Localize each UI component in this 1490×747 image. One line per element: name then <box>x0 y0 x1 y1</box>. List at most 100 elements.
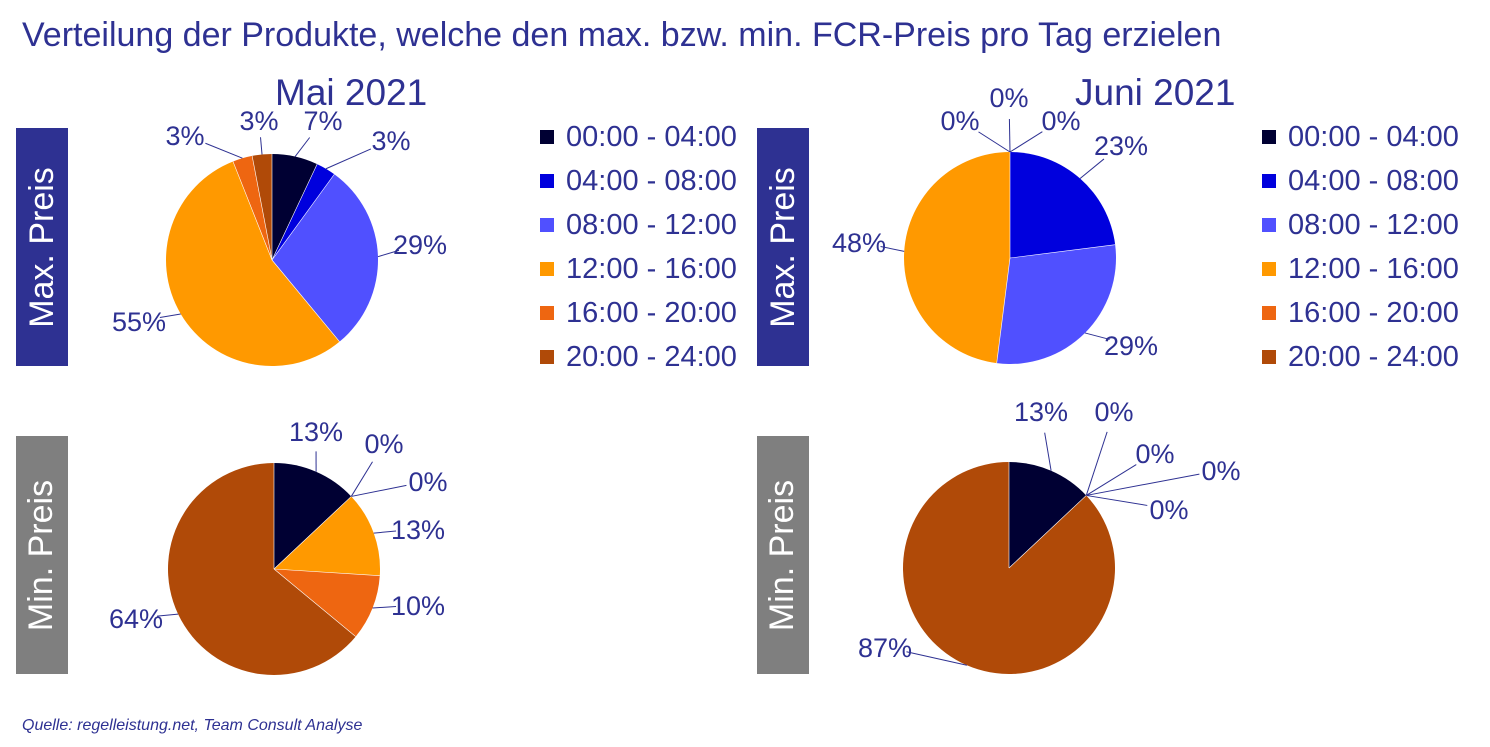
leader-line <box>880 245 905 252</box>
legend-label: 12:00 - 16:00 <box>566 252 737 285</box>
legend-label: 08:00 - 12:00 <box>1288 208 1459 241</box>
leader-line <box>260 137 263 155</box>
legend-label: 16:00 - 20:00 <box>566 296 737 329</box>
legend-swatch <box>540 130 554 144</box>
legend-item: 00:00 - 04:00 <box>1262 115 1459 159</box>
source-note: Quelle: regelleistung.net, Team Consult … <box>22 717 363 734</box>
legend-item: 00:00 - 04:00 <box>540 115 737 159</box>
data-label: 3% <box>239 106 278 136</box>
leader-line <box>294 137 311 157</box>
data-label: 48% <box>832 228 886 258</box>
leader-line <box>372 605 397 609</box>
legend-label: 04:00 - 08:00 <box>566 164 737 197</box>
pie-slice <box>1009 462 1087 568</box>
legend-item: 08:00 - 12:00 <box>1262 203 1459 247</box>
legend-label: 16:00 - 20:00 <box>1288 296 1459 329</box>
legend-item: 16:00 - 20:00 <box>540 291 737 335</box>
legend-label: 08:00 - 12:00 <box>566 208 737 241</box>
legend-item: 20:00 - 24:00 <box>540 335 737 379</box>
legend-swatch <box>1262 218 1276 232</box>
legend-label: 12:00 - 16:00 <box>1288 252 1459 285</box>
data-label: 0% <box>1201 456 1240 486</box>
row-label-min-juni: Min. Preis <box>757 436 809 674</box>
pie-slice <box>232 155 272 260</box>
data-label: 0% <box>940 106 979 136</box>
pie-slice <box>166 161 340 366</box>
slice-separator <box>273 568 356 637</box>
leader-line <box>1085 431 1108 496</box>
data-label: 0% <box>1149 495 1188 525</box>
legend-swatch <box>540 218 554 232</box>
leader-line <box>1079 158 1105 179</box>
data-label: 7% <box>303 106 342 136</box>
legend-item: 16:00 - 20:00 <box>1262 291 1459 335</box>
row-label-max-mai: Max. Preis <box>16 128 68 366</box>
legend-swatch <box>540 174 554 188</box>
slice-separator <box>271 259 340 342</box>
pie-slice <box>167 463 356 676</box>
pie-slice <box>272 164 335 260</box>
row-label-max-juni: Max. Preis <box>757 128 809 366</box>
pie-slice <box>272 174 379 342</box>
leader-line <box>1086 464 1137 496</box>
leader-line <box>159 313 181 318</box>
data-label: 0% <box>364 429 403 459</box>
leader-line <box>350 461 373 497</box>
legend-swatch <box>1262 130 1276 144</box>
row-label-min-mai: Min. Preis <box>16 436 68 674</box>
leader-line <box>205 142 243 159</box>
month-title-mai: Mai 2021 <box>275 72 428 113</box>
pie-slice <box>996 244 1117 364</box>
pie-slice <box>1010 152 1116 258</box>
slice-separator <box>1009 244 1116 259</box>
slice-separator <box>273 568 380 576</box>
data-label: 64% <box>109 604 163 634</box>
leader-line <box>1044 432 1052 471</box>
legend-swatch <box>1262 350 1276 364</box>
legend-item: 20:00 - 24:00 <box>1262 335 1459 379</box>
legend-item: 12:00 - 16:00 <box>1262 247 1459 291</box>
legend-item: 04:00 - 08:00 <box>540 159 737 203</box>
slice-separator <box>271 174 335 261</box>
legend-swatch <box>540 306 554 320</box>
legend-item: 12:00 - 16:00 <box>540 247 737 291</box>
leader-line <box>1009 131 1043 153</box>
data-label: 0% <box>989 83 1028 113</box>
legend-swatch <box>1262 262 1276 276</box>
leader-line <box>1084 332 1110 340</box>
legend-swatch <box>540 350 554 364</box>
data-label: 3% <box>165 121 204 151</box>
slice-separator <box>1008 495 1087 569</box>
data-label: 13% <box>391 515 445 545</box>
month-title-juni: Juni 2021 <box>1075 72 1236 113</box>
pie-slice <box>272 154 318 260</box>
leader-line <box>906 651 968 666</box>
data-label: 23% <box>1094 131 1148 161</box>
slice-separator <box>232 161 273 261</box>
leader-line <box>156 613 179 617</box>
legend-swatch <box>1262 306 1276 320</box>
slice-separator <box>271 163 318 261</box>
legend-item: 08:00 - 12:00 <box>540 203 737 247</box>
leader-line <box>351 484 407 497</box>
legend-label: 04:00 - 08:00 <box>1288 164 1459 197</box>
slice-separator <box>251 155 273 261</box>
legend-juni: 00:00 - 04:00 04:00 - 08:00 08:00 - 12:00 1… <box>1262 115 1459 379</box>
pie-slice <box>274 569 380 637</box>
data-label: 10% <box>391 591 445 621</box>
data-label: 55% <box>112 307 166 337</box>
data-label: 13% <box>289 417 343 447</box>
data-label: 3% <box>371 126 410 156</box>
legend-item: 04:00 - 08:00 <box>1262 159 1459 203</box>
slice-separator <box>996 257 1011 364</box>
chart-title: Verteilung der Produkte, welche den max.… <box>22 16 1222 54</box>
data-label: 13% <box>1014 397 1068 427</box>
legend-label: 00:00 - 04:00 <box>1288 120 1459 153</box>
data-label: 87% <box>858 633 912 663</box>
legend-swatch <box>540 262 554 276</box>
data-label: 0% <box>408 467 447 497</box>
